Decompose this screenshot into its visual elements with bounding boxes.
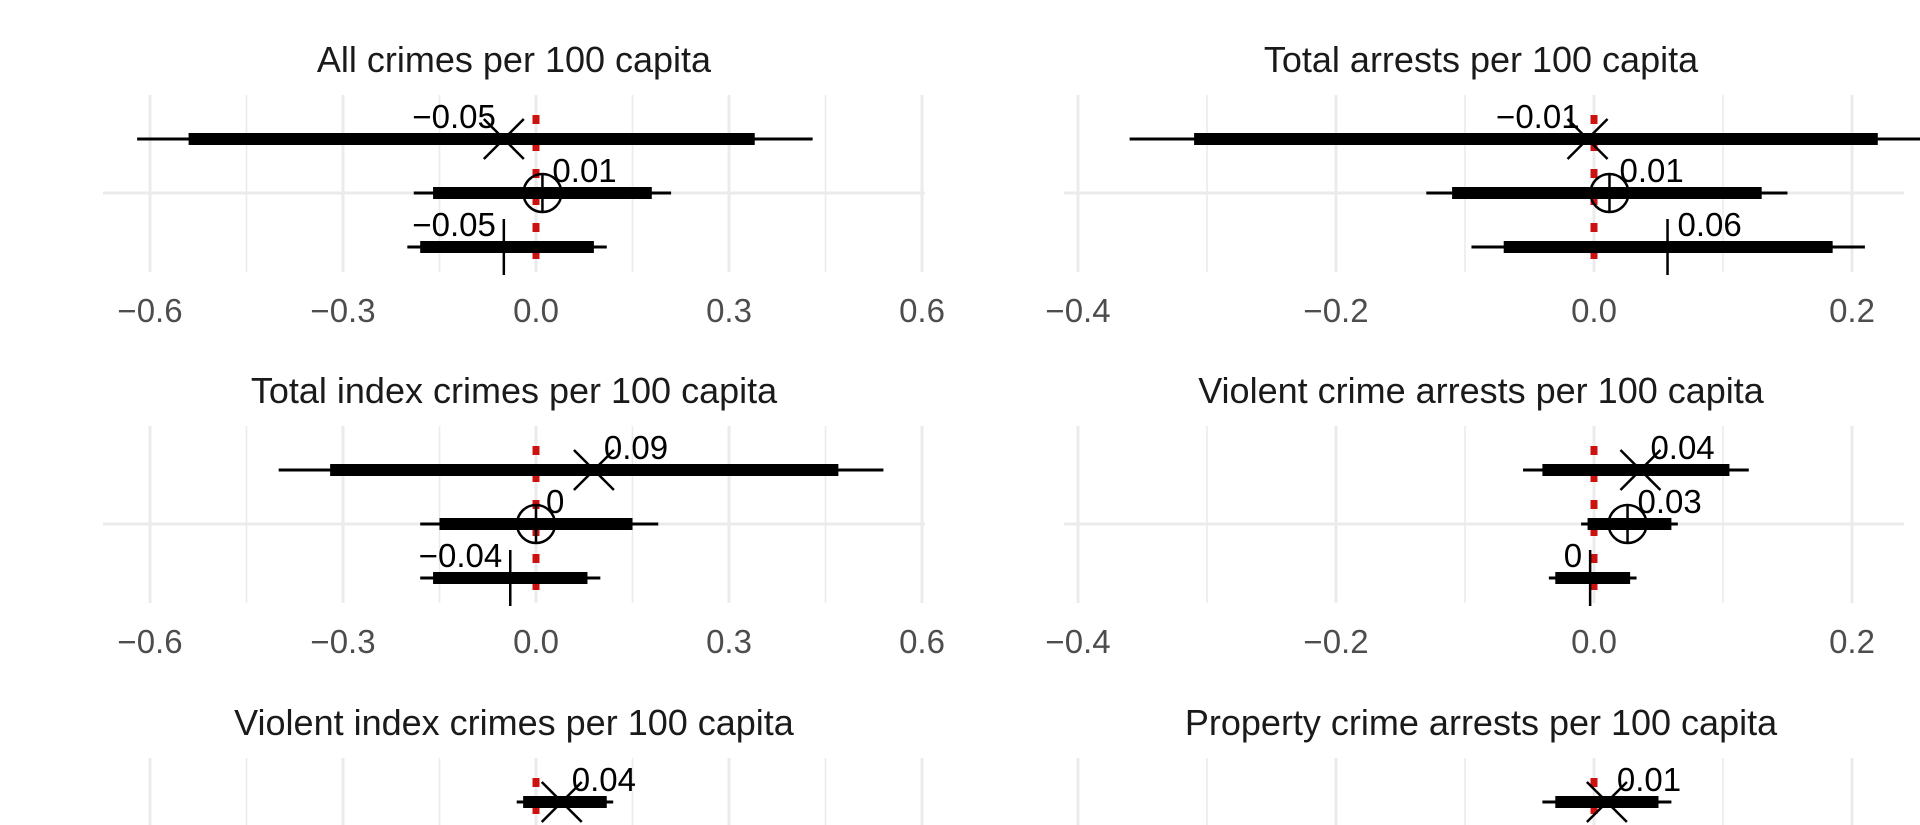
panel-3: Total index crimes per 100 capita −0.6 −0.… — [103, 370, 945, 660]
estimate-marker-circle-plus — [522, 172, 563, 214]
estimate-label: 0 — [546, 483, 564, 520]
estimate-label: 0.04 — [572, 761, 636, 798]
x-tick-label: −0.2 — [1303, 623, 1368, 660]
estimate-label: −0.05 — [412, 206, 496, 243]
panel-title: Property crime arrests per 100 capita — [1185, 702, 1778, 743]
x-tick-label: −0.4 — [1045, 623, 1110, 660]
x-tick-label: −0.6 — [117, 292, 182, 329]
panel-6: Property crime arrests per 100 capita 0.0… — [1076, 702, 1854, 825]
estimate-label: 0.09 — [604, 429, 668, 466]
panel-title: Total arrests per 100 capita — [1264, 39, 1699, 80]
estimate-label: 0.01 — [552, 152, 616, 189]
x-tick-label: 0.0 — [1571, 623, 1617, 660]
estimate-label: 0.01 — [1617, 761, 1681, 798]
estimate-label: −0.01 — [1496, 98, 1580, 135]
x-tick-label: 0.2 — [1829, 292, 1875, 329]
x-tick-label: 0.0 — [513, 623, 559, 660]
estimate-marker-x — [1566, 118, 1609, 160]
estimate-label: 0.01 — [1619, 152, 1683, 189]
estimate-label: 0.03 — [1638, 483, 1702, 520]
x-tick-label: 0.6 — [899, 292, 945, 329]
estimate-marker-circle-plus — [515, 503, 557, 545]
panel-title: Violent index crimes per 100 capita — [234, 702, 795, 743]
x-tick-label: −0.4 — [1045, 292, 1110, 329]
panel-5: Violent index crimes per 100 capita 0.04 — [148, 702, 924, 825]
estimate-label: 0.06 — [1678, 206, 1742, 243]
estimate-marker-circle-plus — [1589, 172, 1630, 214]
x-tick-label: 0.6 — [899, 623, 945, 660]
x-tick-label: −0.6 — [117, 623, 182, 660]
estimate-label: −0.05 — [412, 98, 496, 135]
x-tick-label: 0.0 — [1571, 292, 1617, 329]
panel-title: Total index crimes per 100 capita — [251, 370, 778, 411]
panel-title: All crimes per 100 capita — [317, 39, 712, 80]
panel-2: Total arrests per 100 capita −0.4 −0.2 0.0 0… — [1045, 39, 1920, 329]
estimate-label: 0.04 — [1650, 429, 1714, 466]
x-tick-label: −0.3 — [310, 623, 375, 660]
panel-1: All crimes per 100 capita −0.6 −0.3 0.0 0.3 0… — [103, 39, 945, 329]
x-tick-label: 0.3 — [706, 623, 752, 660]
x-tick-label: −0.3 — [310, 292, 375, 329]
estimate-marker-x — [482, 118, 525, 160]
estimate-marker-x — [540, 781, 583, 823]
estimate-label: 0 — [1564, 537, 1582, 574]
estimate-marker-x — [573, 449, 615, 491]
estimate-label: −0.04 — [419, 537, 503, 574]
estimate-marker-circle-plus — [1607, 503, 1648, 545]
x-tick-label: −0.2 — [1303, 292, 1368, 329]
x-tick-label: 0.0 — [513, 292, 559, 329]
panel-4: Violent crime arrests per 100 capita −0.4… — [1045, 370, 1904, 660]
estimate-marker-x — [1586, 781, 1628, 823]
estimate-marker-x — [1619, 449, 1662, 491]
panel-title: Violent crime arrests per 100 capita — [1198, 370, 1765, 411]
x-tick-label: 0.3 — [706, 292, 752, 329]
x-tick-label: 0.2 — [1829, 623, 1875, 660]
